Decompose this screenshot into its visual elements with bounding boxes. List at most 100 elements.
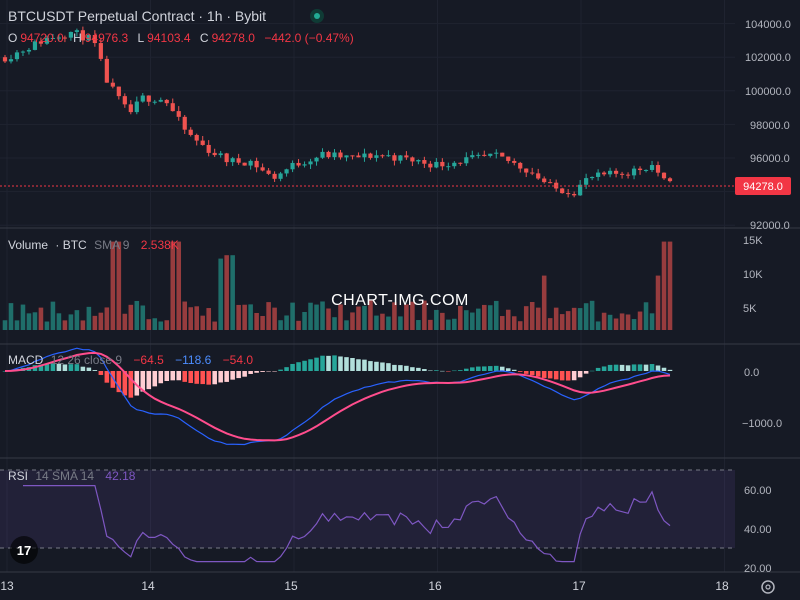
volume-bar: [56, 313, 62, 330]
macd-histogram-bar: [637, 364, 643, 371]
volume-bar: [368, 300, 373, 330]
macd-line-value: −118.6: [175, 353, 211, 367]
candle-body: [500, 152, 505, 157]
chart-title: BTCUSDT Perpetual Contract · 1h · Bybit: [8, 8, 266, 24]
volume-bar: [32, 312, 38, 330]
candle-body: [530, 172, 535, 174]
candle-body: [518, 162, 523, 169]
macd-histogram-bar: [619, 364, 625, 371]
macd-histogram-bar: [164, 371, 170, 382]
candle-body: [356, 155, 361, 158]
candle-body: [542, 178, 547, 183]
price-axis-label: 92000.0: [750, 220, 790, 232]
grid-lines: [0, 0, 735, 572]
volume-bar: [320, 301, 325, 330]
live-dot-icon: [310, 9, 324, 23]
candle-body: [44, 38, 50, 44]
macd-histogram-bar: [440, 370, 445, 372]
candle-body: [62, 37, 68, 39]
macd-histogram-bar: [499, 366, 505, 371]
volume-bar: [20, 304, 26, 330]
volume-bar: [8, 303, 14, 330]
candle-body: [536, 173, 541, 179]
gear-icon[interactable]: [761, 580, 775, 594]
macd-histogram-bar: [242, 371, 247, 377]
candle-body: [476, 154, 481, 156]
macd-histogram-bar: [410, 367, 415, 371]
volume-bar: [589, 300, 595, 330]
candle-body: [607, 170, 613, 175]
macd-params: 12 26 close 9: [51, 353, 123, 367]
volume-bar: [386, 316, 391, 330]
volume-bar: [350, 312, 355, 330]
macd-histogram-bar: [122, 371, 128, 396]
candle-body: [2, 57, 8, 62]
volume-bar: [308, 302, 313, 330]
candle-body: [590, 176, 595, 179]
macd-histogram-bar: [535, 371, 541, 377]
macd-histogram-bar: [50, 363, 56, 371]
volume-bar: [218, 258, 223, 330]
macd-histogram-bar: [398, 365, 403, 371]
macd-histogram-bar: [260, 371, 265, 372]
volume-bar: [493, 300, 499, 330]
time-axis-label: 13: [0, 579, 14, 593]
volume-bar: [182, 301, 188, 330]
volume-bar: [188, 307, 193, 330]
volume-study: SMA 9: [94, 238, 130, 252]
price-axis-label: 104000.0: [745, 19, 791, 31]
candle-body: [416, 160, 421, 162]
macd-histogram-bar: [182, 371, 188, 382]
volume-bar: [452, 318, 457, 330]
volume-bar: [26, 313, 32, 330]
volume-bar: [499, 316, 505, 330]
macd-histogram-bar: [278, 369, 283, 371]
volume-bar: [619, 313, 625, 330]
macd-histogram-bar: [128, 371, 134, 398]
volume-bar: [236, 304, 241, 330]
volume-bar: [607, 314, 613, 330]
candle-body: [68, 31, 73, 38]
macd-histogram-bar: [44, 363, 50, 371]
volume-bar: [434, 309, 439, 330]
candle-body: [368, 153, 373, 158]
open-value: 94720.0: [20, 31, 64, 45]
volume-bar: [140, 305, 146, 330]
price-axis-label: 98000.0: [750, 120, 790, 132]
macd-histogram-bar: [452, 370, 457, 372]
volume-bar: [164, 320, 170, 330]
candle-body: [446, 166, 451, 168]
volume-bar: [553, 307, 559, 330]
macd-histogram-bar: [110, 371, 116, 388]
volume-bar: [595, 321, 601, 330]
macd-histogram-bar: [547, 371, 553, 379]
volume-bar: [152, 318, 158, 330]
macd-histogram-bar: [74, 364, 80, 371]
open-label: O: [8, 31, 17, 45]
macd-histogram-bar: [320, 355, 325, 371]
volume-bar: [248, 304, 253, 330]
macd-histogram-bar: [194, 371, 199, 384]
candle-body: [655, 165, 661, 173]
volume-bar: [326, 308, 331, 330]
volume-bar: [116, 241, 122, 330]
rsi-value: 42.18: [105, 469, 135, 483]
volume-bar: [260, 315, 265, 330]
macd-histogram-bar: [350, 358, 355, 371]
candle-body: [146, 95, 151, 102]
volume-bar: [535, 307, 541, 330]
candle-body: [302, 164, 307, 166]
macd-histogram-bar: [571, 371, 577, 381]
macd-histogram-bar: [2, 371, 8, 372]
candle-body: [428, 163, 433, 168]
macd-histogram-bar: [458, 370, 463, 371]
candle-body: [619, 173, 625, 175]
macd-histogram-bar: [601, 366, 607, 371]
candle-body: [512, 160, 517, 163]
macd-line: [4, 347, 671, 446]
candle-body: [350, 155, 355, 157]
macd-histogram-bar: [446, 371, 451, 372]
candle-body: [332, 152, 337, 158]
macd-histogram-bar: [577, 371, 583, 378]
volume-bar: [482, 304, 487, 330]
